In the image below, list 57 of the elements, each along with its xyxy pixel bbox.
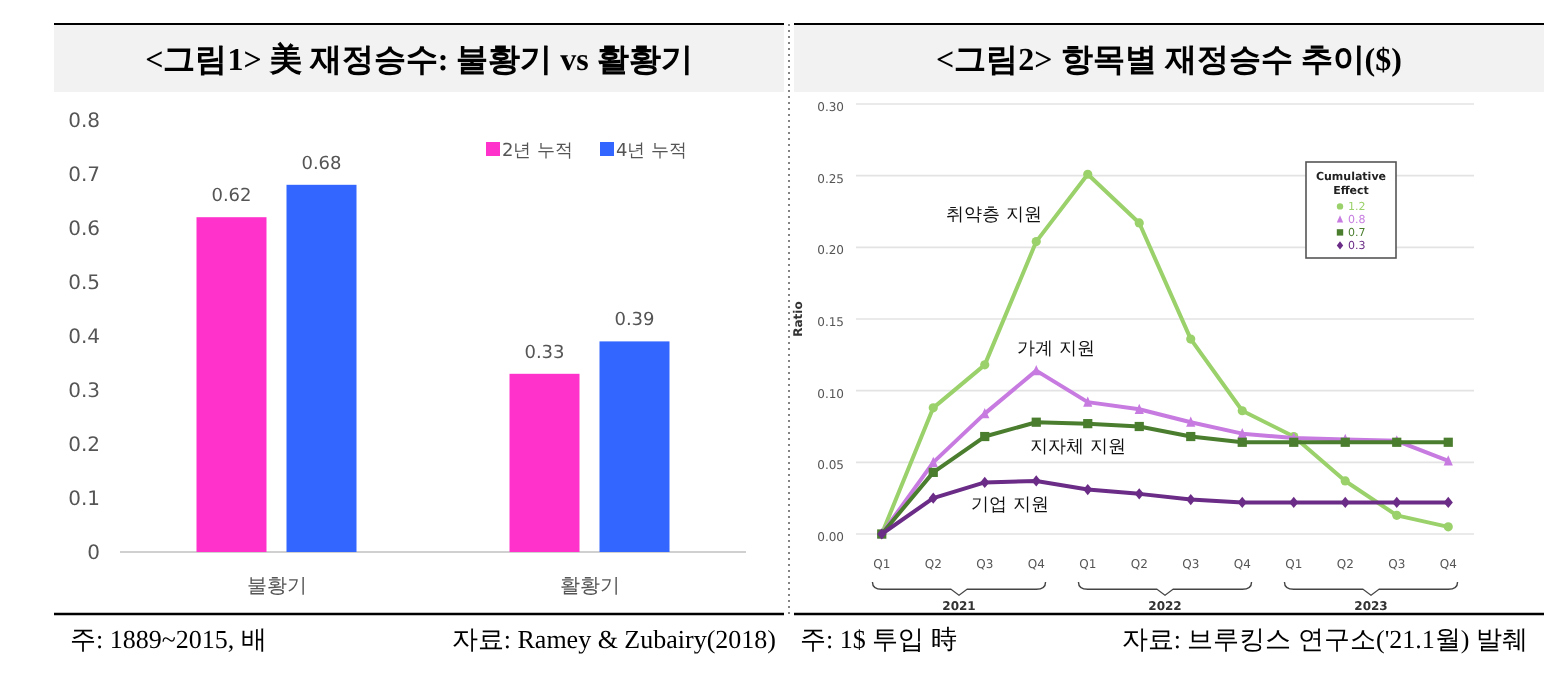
x-tick-label: 불황기: [246, 576, 307, 598]
point: [1186, 431, 1196, 442]
y-tick-label: 0.8: [68, 111, 100, 133]
y-tick-label: 0.3: [68, 381, 100, 403]
data-label: 0.33: [524, 343, 565, 364]
legend-label: 4년 누적: [616, 142, 688, 162]
y-tick-label: 0.7: [68, 165, 100, 187]
point: [1237, 437, 1247, 447]
point: [1134, 218, 1144, 228]
point: [1083, 396, 1093, 407]
annotation: 가계 지원: [1017, 340, 1095, 360]
point: [1443, 437, 1453, 447]
text: 주: 1889~2015, 배: [70, 624, 267, 654]
point: [980, 431, 990, 442]
point: [928, 456, 938, 467]
y-tick-label: 0.5: [68, 273, 100, 295]
bar: [286, 184, 357, 552]
point: [928, 492, 938, 504]
y-tick-label: 0.1: [68, 489, 100, 511]
chart-title: <그림2> 항목별 재정승수 추이($): [936, 44, 1402, 78]
point: [1134, 403, 1144, 414]
point: [1083, 419, 1093, 429]
point: [1186, 416, 1196, 427]
point: [980, 360, 990, 370]
point: [1237, 428, 1247, 439]
point: [1083, 169, 1093, 179]
text: 주: 1$ 투입 時: [800, 624, 957, 654]
bar: [196, 217, 267, 552]
data-label: 0.68: [301, 154, 343, 175]
y-tick-label: 0: [87, 543, 100, 565]
annotation: 기업 지원: [971, 496, 1049, 516]
point: [1134, 421, 1144, 432]
annotation: 취약층 지원: [946, 206, 1042, 226]
text: 자료: Ramey & Zubairy(2018): [451, 624, 776, 654]
chart-title: <그림1> 美 재정승수: 불황기 vs 활황기: [145, 40, 693, 78]
data-label: 0.62: [211, 187, 252, 208]
annotation: 지자체 지원: [1030, 438, 1126, 458]
point: [1186, 334, 1196, 344]
point: [928, 403, 938, 413]
y-tick-label: 0.2: [68, 435, 100, 457]
bar: [509, 373, 580, 552]
point: [1031, 417, 1041, 427]
point: [1340, 476, 1350, 486]
point: [1443, 522, 1453, 532]
legend-label: 2년 누적: [502, 142, 574, 162]
data-label: 0.39: [614, 311, 656, 332]
point: [1031, 237, 1041, 247]
bar: [599, 341, 670, 552]
y-tick-label: 0.6: [68, 219, 100, 241]
point: [1134, 488, 1144, 500]
text: 자료: 브루킹스 연구소('21.1월) 발췌: [1121, 624, 1528, 654]
point: [1392, 510, 1402, 520]
x-tick-label: 활황기: [559, 576, 620, 598]
y-tick-label: 0.4: [68, 327, 100, 349]
point: [928, 467, 938, 477]
point: [1237, 406, 1247, 416]
point: [1443, 455, 1453, 466]
